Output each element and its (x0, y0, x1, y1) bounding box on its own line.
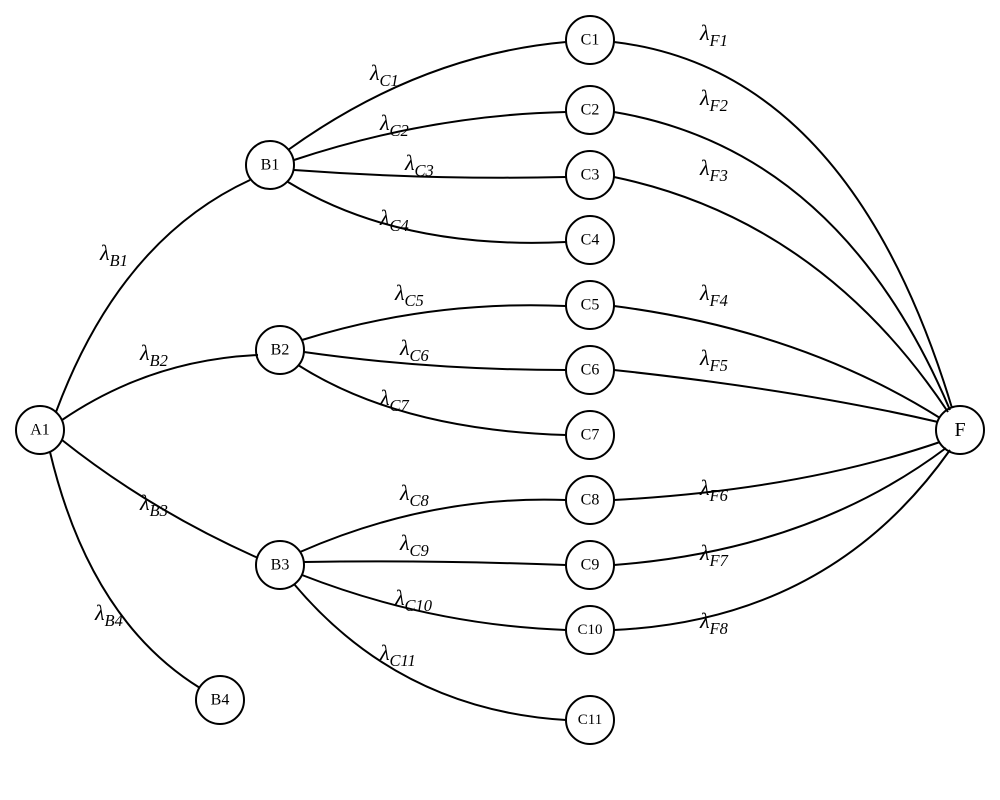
node-label-C3: C3 (581, 167, 600, 184)
node-C1: C1 (566, 16, 614, 64)
edge-label-A1-B2: λB2 (139, 340, 168, 370)
node-label-C9: C9 (581, 557, 600, 574)
edge-label-C6-F: λF5 (699, 345, 728, 375)
edge-B1-C1 (288, 42, 566, 150)
node-label-C1: C1 (581, 32, 600, 49)
node-F: F (936, 406, 984, 454)
node-C8: C8 (566, 476, 614, 524)
edge-label-B3-C9: λC9 (399, 530, 429, 560)
node-label-B1: B1 (261, 157, 280, 174)
edge-label-C9-F: λF7 (699, 540, 729, 570)
node-label-F: F (954, 419, 965, 441)
node-C5: C5 (566, 281, 614, 329)
edge-B3-C9 (304, 561, 566, 565)
node-C2: C2 (566, 86, 614, 134)
edge-B3-C8 (300, 500, 566, 552)
node-C4: C4 (566, 216, 614, 264)
node-label-C5: C5 (581, 297, 600, 314)
node-label-C2: C2 (581, 102, 600, 119)
node-B1: B1 (246, 141, 294, 189)
network-diagram: λB1λB2λB3λB4λC1λC2λC3λC4λC5λC6λC7λC8λC9λ… (0, 0, 1000, 800)
node-label-C6: C6 (581, 362, 600, 379)
node-C11: C11 (566, 696, 614, 744)
edge-A1-B1 (56, 180, 250, 412)
edge-label-C5-F: λF4 (699, 280, 728, 310)
node-label-A1: A1 (30, 422, 50, 439)
node-label-C10: C10 (577, 622, 602, 638)
node-C9: C9 (566, 541, 614, 589)
edge-C8-F (614, 442, 940, 500)
edge-label-C2-F: λF2 (699, 85, 728, 115)
edge-label-A1-B3: λB3 (139, 490, 168, 520)
node-B3: B3 (256, 541, 304, 589)
edge-B2-C6 (304, 352, 566, 370)
node-B4: B4 (196, 676, 244, 724)
edge-A1-B3 (62, 440, 258, 558)
edge-B1-C4 (288, 182, 566, 243)
node-label-B3: B3 (271, 557, 290, 574)
edges-layer: λB1λB2λB3λB4λC1λC2λC3λC4λC5λC6λC7λC8λC9λ… (50, 20, 952, 720)
edge-C1-F (614, 42, 952, 408)
edge-label-B2-C6: λC6 (399, 335, 430, 365)
edge-A1-B4 (50, 452, 200, 688)
node-label-B2: B2 (271, 342, 290, 359)
node-label-C4: C4 (581, 232, 600, 249)
edge-label-A1-B4: λB4 (94, 600, 123, 630)
edge-label-C3-F: λF3 (699, 155, 728, 185)
edge-label-B2-C5: λC5 (394, 280, 424, 310)
edge-C10-F (614, 450, 950, 630)
edge-C6-F (614, 370, 938, 422)
node-C7: C7 (566, 411, 614, 459)
node-label-C7: C7 (581, 427, 600, 444)
edge-label-B3-C11: λC11 (379, 640, 416, 670)
edge-label-B2-C7: λC7 (379, 385, 410, 415)
edge-C5-F (614, 306, 940, 418)
edge-B3-C10 (302, 575, 566, 630)
edge-label-B1-C4: λC4 (379, 205, 409, 235)
node-label-C8: C8 (581, 492, 600, 509)
edge-label-C1-F: λF1 (699, 20, 728, 50)
node-C10: C10 (566, 606, 614, 654)
edge-label-A1-B1: λB1 (99, 240, 128, 270)
node-A1: A1 (16, 406, 64, 454)
edge-label-C8-F: λF6 (699, 475, 729, 505)
edge-label-B3-C8: λC8 (399, 480, 430, 510)
edge-C9-F (614, 448, 946, 565)
node-C6: C6 (566, 346, 614, 394)
node-C3: C3 (566, 151, 614, 199)
edge-B2-C5 (302, 305, 566, 340)
edge-C2-F (614, 112, 950, 410)
edge-label-B3-C10: λC10 (394, 585, 433, 615)
node-label-B4: B4 (211, 692, 230, 709)
nodes-layer: A1 B1 B2 B3 B4 C1 C2 C3 C4 C5 C6 C7 C8 C9 C10 C11 F (16, 16, 984, 744)
edge-label-B1-C1: λC1 (369, 60, 399, 90)
edge-C3-F (614, 177, 948, 412)
edge-B2-C7 (298, 365, 566, 435)
node-B2: B2 (256, 326, 304, 374)
node-label-C11: C11 (578, 712, 602, 728)
